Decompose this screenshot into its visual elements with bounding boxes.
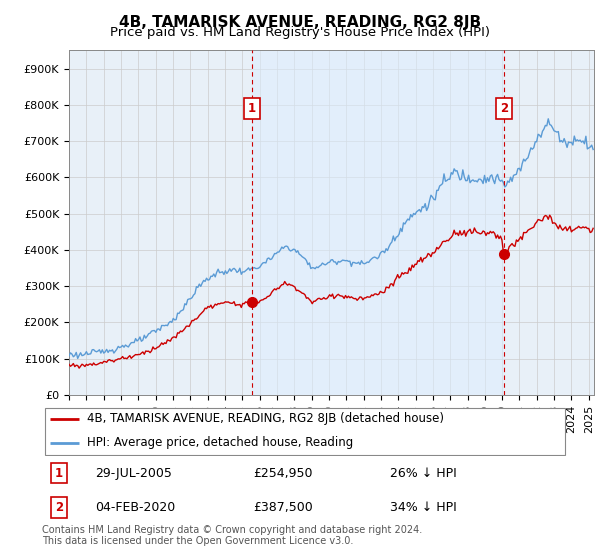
Text: Contains HM Land Registry data © Crown copyright and database right 2024.
This d: Contains HM Land Registry data © Crown c… (42, 525, 422, 547)
Text: £387,500: £387,500 (253, 501, 313, 514)
Text: 1: 1 (55, 467, 63, 480)
Text: 2: 2 (500, 102, 508, 115)
Bar (252, 50, 504, 395)
Text: 2: 2 (55, 501, 63, 514)
Text: 26% ↓ HPI: 26% ↓ HPI (391, 467, 457, 480)
Text: 4B, TAMARISK AVENUE, READING, RG2 8JB (detached house): 4B, TAMARISK AVENUE, READING, RG2 8JB (d… (87, 412, 444, 425)
Text: £254,950: £254,950 (253, 467, 313, 480)
Text: Price paid vs. HM Land Registry's House Price Index (HPI): Price paid vs. HM Land Registry's House … (110, 26, 490, 39)
Text: HPI: Average price, detached house, Reading: HPI: Average price, detached house, Read… (87, 436, 353, 449)
Text: 34% ↓ HPI: 34% ↓ HPI (391, 501, 457, 514)
FancyBboxPatch shape (44, 408, 565, 455)
Text: 04-FEB-2020: 04-FEB-2020 (95, 501, 175, 514)
Text: 29-JUL-2005: 29-JUL-2005 (95, 467, 172, 480)
Text: 1: 1 (248, 102, 256, 115)
Text: 4B, TAMARISK AVENUE, READING, RG2 8JB: 4B, TAMARISK AVENUE, READING, RG2 8JB (119, 15, 481, 30)
